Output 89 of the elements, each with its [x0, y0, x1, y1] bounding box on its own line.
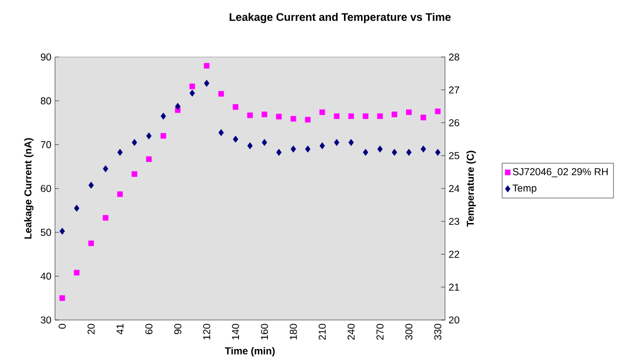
- point: [204, 80, 210, 87]
- point: [392, 148, 398, 156]
- point: [276, 114, 282, 120]
- y2-tick-label: 21: [449, 284, 460, 291]
- point: [392, 112, 398, 118]
- x-axis-title: Time (min): [224, 347, 275, 356]
- point: [334, 138, 340, 146]
- point: [406, 148, 412, 156]
- point: [117, 191, 123, 197]
- point: [218, 129, 224, 136]
- point: [377, 113, 383, 119]
- y2-tick-label: 28: [449, 53, 460, 61]
- point: [59, 295, 66, 301]
- y2-tick-label: 22: [449, 250, 460, 258]
- point: [319, 109, 326, 116]
- y2-tick-label: 27: [449, 86, 460, 94]
- x-tick-label: 60: [145, 324, 152, 334]
- x-tick-label: 300: [405, 324, 412, 340]
- point: [74, 204, 80, 212]
- x-tick-label: 20: [88, 324, 95, 334]
- point: [334, 113, 340, 119]
- point: [435, 148, 440, 156]
- point: [190, 90, 195, 97]
- point: [276, 148, 282, 156]
- point: [262, 138, 268, 146]
- y-tick-label: 60: [40, 184, 52, 192]
- y-tick-label: 30: [40, 316, 52, 324]
- point: [160, 112, 166, 120]
- point: [290, 146, 296, 153]
- y-axis-title: Leakage Current (nA): [24, 138, 34, 239]
- point: [146, 132, 152, 140]
- point: [362, 113, 368, 119]
- point: [377, 146, 383, 153]
- x-tick-label: 160: [260, 324, 268, 340]
- point: [132, 171, 138, 177]
- point: [175, 102, 180, 110]
- point: [262, 112, 268, 118]
- point: [434, 108, 441, 114]
- point: [290, 116, 296, 122]
- y2-tick-label: 24: [449, 185, 460, 192]
- x-tick-label: 120: [203, 324, 210, 340]
- point: [247, 142, 253, 150]
- point: [218, 91, 224, 97]
- y-tick-label: 70: [40, 141, 52, 148]
- y-tick-label: 50: [40, 228, 52, 236]
- point: [247, 112, 253, 118]
- x-tick-label: 41: [116, 324, 124, 334]
- x-tick-label: 180: [290, 324, 297, 340]
- point: [348, 138, 354, 146]
- point: [132, 138, 138, 146]
- x-tick-label: 210: [318, 324, 326, 340]
- point: [348, 113, 354, 119]
- legend-label: Temp: [512, 184, 536, 194]
- point: [232, 104, 238, 110]
- x-tick-label: 0: [58, 324, 66, 329]
- y2-axis-title: Temperature (C): [466, 150, 476, 227]
- y2-tick-label: 20: [449, 316, 460, 324]
- chart-title: Leakage Current and Temperature vs Time: [230, 12, 451, 24]
- y-tick-label: 40: [40, 272, 52, 280]
- y2-tick-label: 25: [449, 152, 460, 160]
- point: [88, 182, 94, 189]
- x-tick-label: 90: [174, 324, 182, 334]
- x-tick-label: 140: [232, 324, 240, 340]
- y2-tick-label: 26: [449, 119, 460, 126]
- point: [362, 148, 368, 156]
- point: [102, 215, 108, 221]
- x-tick-label: 330: [434, 324, 442, 340]
- point: [204, 62, 210, 69]
- legend-label: SJ72046_02 29% RH: [512, 168, 608, 178]
- point: [304, 116, 311, 122]
- point: [88, 240, 94, 246]
- point: [60, 228, 65, 235]
- x-tick-label: 240: [348, 324, 355, 340]
- x-tick-label: 270: [376, 324, 384, 340]
- point: [74, 270, 80, 276]
- point: [305, 146, 310, 153]
- y-tick-label: 90: [40, 53, 52, 61]
- point: [189, 84, 196, 90]
- point: [160, 133, 166, 139]
- point: [420, 146, 426, 153]
- point: [232, 136, 238, 143]
- point: [406, 109, 412, 116]
- y2-tick-label: 23: [449, 218, 460, 225]
- point: [102, 165, 108, 172]
- point: [420, 114, 426, 120]
- point: [117, 148, 123, 156]
- y-tick-label: 80: [40, 97, 52, 104]
- point: [146, 156, 152, 162]
- point: [320, 142, 325, 150]
